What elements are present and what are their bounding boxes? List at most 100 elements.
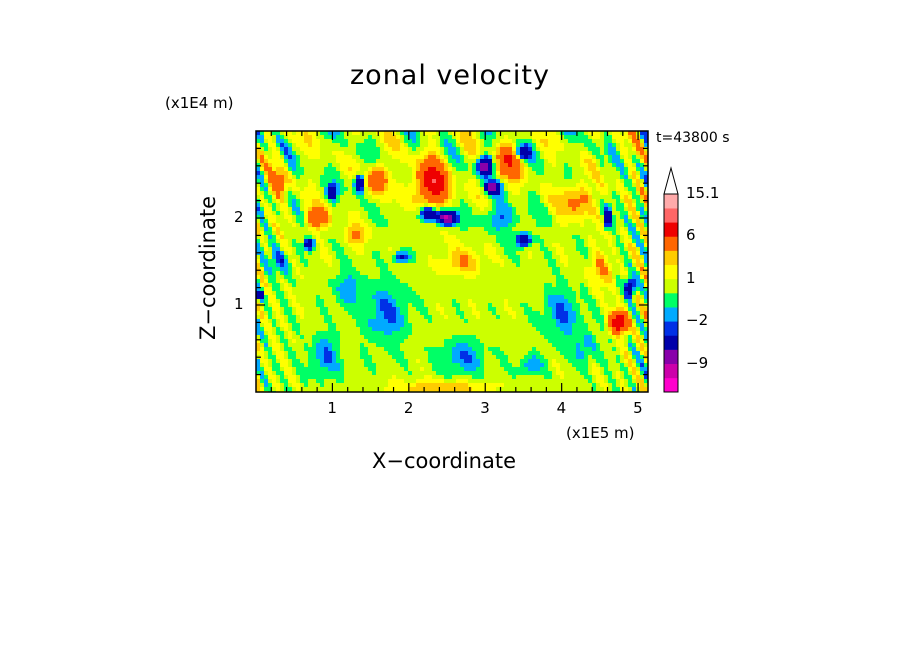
contour-cell: [448, 319, 453, 324]
contour-cell: [540, 331, 545, 336]
contour-cell: [528, 239, 533, 244]
contour-cell: [580, 319, 585, 324]
contour-cell: [496, 295, 501, 300]
contour-cell: [364, 299, 369, 304]
contour-cell: [444, 235, 449, 240]
contour-cell: [468, 331, 473, 336]
contour-cell: [356, 255, 361, 260]
contour-cell: [260, 239, 265, 244]
contour-cell: [388, 215, 393, 220]
contour-cell: [296, 231, 301, 236]
contour-cell: [332, 195, 337, 200]
contour-cell: [628, 311, 633, 316]
contour-cell: [356, 203, 361, 208]
contour-cell: [564, 259, 569, 264]
contour-cell: [588, 147, 593, 152]
contour-cell: [440, 139, 445, 144]
contour-cell: [348, 131, 353, 136]
contour-cell: [288, 315, 293, 320]
contour-cell: [508, 183, 513, 188]
contour-cell: [388, 279, 393, 284]
contour-cell: [628, 259, 633, 264]
contour-cell: [360, 215, 365, 220]
contour-cell: [468, 307, 473, 312]
contour-cell: [288, 163, 293, 168]
contour-cell: [640, 175, 645, 180]
contour-cell: [616, 187, 621, 192]
contour-cell: [304, 155, 309, 160]
contour-cell: [496, 131, 501, 136]
contour-cell: [580, 147, 585, 152]
contour-cell: [324, 207, 329, 212]
contour-cell: [420, 199, 425, 204]
contour-cell: [260, 311, 265, 316]
contour-cell: [476, 251, 481, 256]
contour-cell: [484, 151, 489, 156]
contour-cell: [484, 219, 489, 224]
contour-cell: [504, 175, 509, 180]
contour-cell: [472, 283, 477, 288]
contour-cell: [268, 287, 273, 292]
contour-cell: [504, 151, 509, 156]
contour-cell: [284, 327, 289, 332]
contour-cell: [296, 167, 301, 172]
contour-cell: [628, 239, 633, 244]
contour-cell: [616, 219, 621, 224]
contour-cell: [356, 311, 361, 316]
contour-cell: [332, 187, 337, 192]
contour-cell: [392, 211, 397, 216]
contour-cell: [300, 199, 305, 204]
contour-cell: [372, 255, 377, 260]
contour-cell: [404, 287, 409, 292]
contour-cell: [396, 287, 401, 292]
contour-cell: [576, 303, 581, 308]
contour-cell: [632, 223, 637, 228]
contour-cell: [472, 299, 477, 304]
contour-cell: [320, 211, 325, 216]
contour-cell: [600, 223, 605, 228]
contour-cell: [380, 207, 385, 212]
contour-cell: [616, 251, 621, 256]
contour-cell: [452, 203, 457, 208]
contour-cell: [484, 315, 489, 320]
contour-cell: [616, 311, 621, 316]
contour-cell: [480, 323, 485, 328]
contour-cell: [520, 299, 525, 304]
contour-cell: [632, 311, 637, 316]
contour-cell: [500, 271, 505, 276]
contour-cell: [588, 311, 593, 316]
contour-cell: [368, 211, 373, 216]
contour-cell: [308, 319, 313, 324]
contour-cell: [540, 303, 545, 308]
contour-cell: [308, 203, 313, 208]
contour-cell: [592, 151, 597, 156]
contour-cell: [348, 331, 353, 336]
contour-cell: [436, 131, 441, 136]
contour-cell: [448, 227, 453, 232]
contour-cell: [416, 191, 421, 196]
contour-cell: [344, 231, 349, 236]
contour-cell: [460, 323, 465, 328]
contour-cell: [428, 139, 433, 144]
contour-cell: [424, 275, 429, 280]
contour-cell: [348, 311, 353, 316]
contour-cell: [452, 147, 457, 152]
contour-cell: [612, 283, 617, 288]
contour-cell: [504, 295, 509, 300]
contour-cell: [480, 191, 485, 196]
contour-cell: [616, 247, 621, 252]
contour-cell: [276, 195, 281, 200]
contour-cell: [616, 171, 621, 176]
contour-cell: [292, 303, 297, 308]
contour-cell: [352, 247, 357, 252]
contour-cell: [312, 251, 317, 256]
contour-cell: [512, 307, 517, 312]
contour-cell: [420, 223, 425, 228]
contour-cell: [472, 171, 477, 176]
contour-cell: [588, 167, 593, 172]
contour-cell: [596, 143, 601, 148]
contour-cell: [512, 319, 517, 324]
contour-cell: [304, 263, 309, 268]
contour-cell: [480, 143, 485, 148]
contour-cell: [280, 307, 285, 312]
